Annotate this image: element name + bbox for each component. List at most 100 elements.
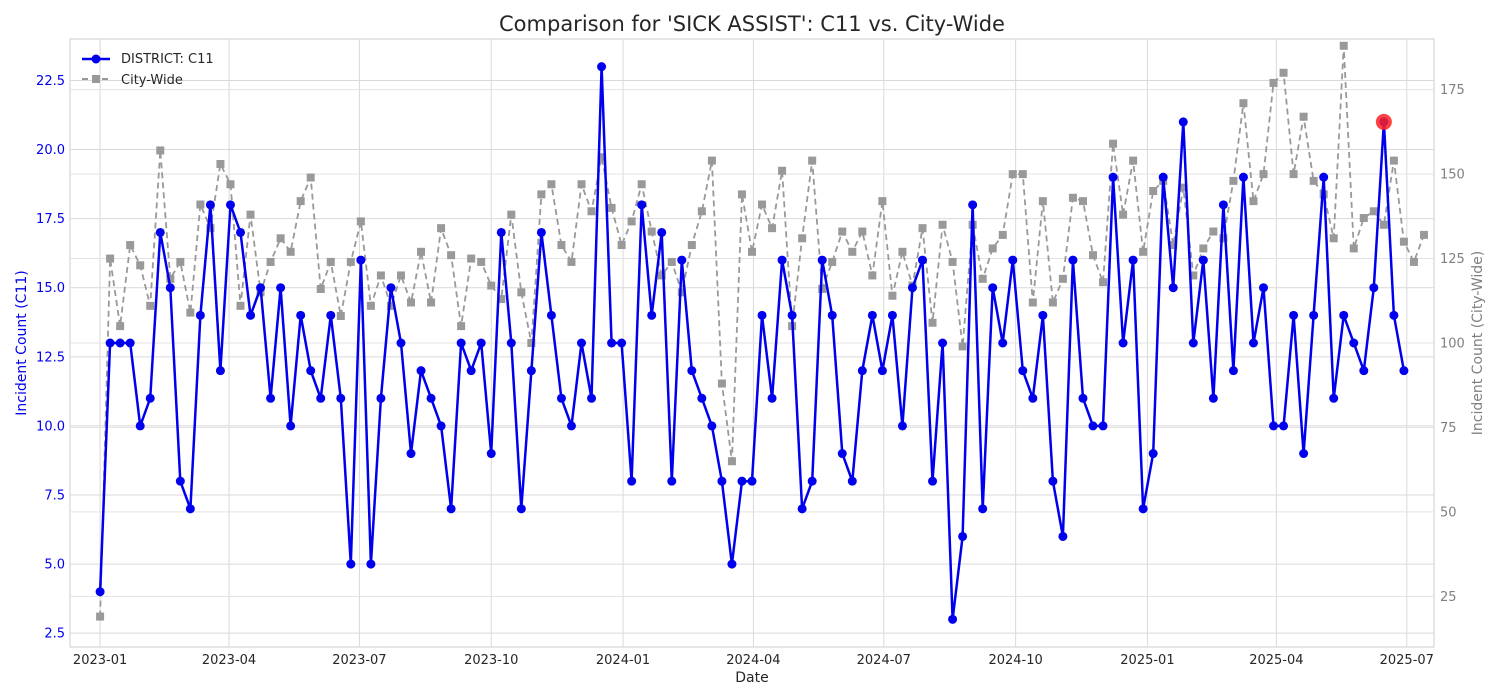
data-point-c11 bbox=[817, 255, 827, 265]
data-point-c11 bbox=[246, 310, 256, 320]
data-point-c11 bbox=[948, 614, 958, 624]
data-point-c11 bbox=[286, 421, 296, 431]
data-point-c11 bbox=[1329, 393, 1339, 403]
y-tick-label-left: 22.5 bbox=[36, 74, 65, 89]
data-point-citywide bbox=[938, 220, 947, 229]
data-point-c11 bbox=[1128, 255, 1138, 265]
y-axis-label-left: Incident Count (C11) bbox=[14, 270, 30, 415]
data-point-citywide bbox=[497, 295, 506, 304]
data-point-c11 bbox=[1279, 421, 1289, 431]
data-point-c11 bbox=[486, 449, 496, 459]
tick-labels: 2023-01 2023-04 2023-07 2023-10 2024-01 2024-… bbox=[36, 74, 1465, 668]
y-tick-label-left: 7.5 bbox=[44, 489, 65, 504]
data-point-citywide bbox=[828, 257, 837, 266]
x-tick-label: 2023-01 bbox=[73, 653, 127, 668]
data-point-citywide bbox=[346, 257, 355, 266]
data-point-citywide bbox=[587, 207, 596, 216]
data-point-citywide bbox=[437, 224, 446, 233]
data-point-c11 bbox=[887, 310, 897, 320]
data-point-c11 bbox=[476, 338, 486, 348]
data-point-citywide bbox=[727, 457, 736, 466]
data-point-citywide bbox=[848, 247, 857, 256]
data-point-c11 bbox=[827, 310, 837, 320]
y-tick-label-left: 5.0 bbox=[44, 558, 65, 573]
data-point-c11 bbox=[115, 338, 125, 348]
data-point-c11 bbox=[938, 338, 948, 348]
data-point-c11 bbox=[1068, 255, 1078, 265]
data-point-citywide bbox=[1129, 156, 1138, 165]
data-point-c11 bbox=[1349, 338, 1359, 348]
data-point-c11 bbox=[406, 449, 416, 459]
data-point-c11 bbox=[546, 310, 556, 320]
data-point-c11 bbox=[1218, 200, 1228, 210]
data-point-citywide bbox=[517, 288, 526, 297]
data-point-c11 bbox=[978, 504, 988, 514]
data-point-citywide bbox=[617, 241, 626, 250]
x-tick-label: 2025-04 bbox=[1249, 653, 1303, 668]
data-point-c11 bbox=[857, 366, 867, 376]
data-point-c11 bbox=[165, 283, 175, 293]
data-point-citywide bbox=[677, 288, 686, 297]
data-point-c11 bbox=[777, 255, 787, 265]
data-point-citywide bbox=[186, 308, 195, 317]
data-point-citywide bbox=[597, 153, 606, 162]
data-point-citywide bbox=[1008, 170, 1017, 179]
data-point-c11 bbox=[1178, 117, 1188, 127]
y-tick-label-right: 100 bbox=[1440, 337, 1465, 352]
data-point-citywide bbox=[226, 180, 235, 189]
data-point-c11 bbox=[677, 255, 687, 265]
data-point-citywide bbox=[768, 224, 777, 233]
data-point-citywide bbox=[106, 254, 115, 263]
data-point-c11 bbox=[175, 476, 185, 486]
data-point-citywide bbox=[808, 156, 817, 165]
data-point-c11 bbox=[1238, 172, 1248, 182]
x-tick-label: 2024-01 bbox=[596, 653, 650, 668]
data-point-citywide bbox=[116, 322, 125, 331]
y-tick-label-right: 25 bbox=[1440, 590, 1457, 605]
x-axis-label: Date bbox=[735, 670, 768, 686]
data-point-citywide bbox=[296, 197, 305, 206]
data-point-citywide bbox=[627, 217, 636, 226]
data-point-citywide bbox=[136, 261, 145, 270]
y-tick-label-right: 75 bbox=[1440, 421, 1457, 436]
data-point-c11 bbox=[135, 421, 145, 431]
data-point-c11 bbox=[1188, 338, 1198, 348]
data-point-c11 bbox=[266, 393, 276, 403]
data-point-c11 bbox=[1389, 310, 1399, 320]
data-point-citywide bbox=[1048, 298, 1057, 307]
data-point-c11 bbox=[1038, 310, 1048, 320]
data-point-c11 bbox=[1138, 504, 1148, 514]
data-point-c11 bbox=[1198, 255, 1208, 265]
data-point-c11 bbox=[366, 559, 376, 569]
data-point-c11 bbox=[446, 504, 456, 514]
data-point-citywide bbox=[1219, 234, 1228, 243]
data-point-citywide bbox=[1018, 170, 1027, 179]
data-point-citywide bbox=[1038, 197, 1047, 206]
data-point-citywide bbox=[1169, 241, 1178, 250]
data-point-c11 bbox=[306, 366, 316, 376]
data-point-c11 bbox=[717, 476, 727, 486]
data-point-citywide bbox=[1078, 197, 1087, 206]
data-point-c11 bbox=[326, 310, 336, 320]
x-tick-label: 2024-07 bbox=[857, 653, 911, 668]
data-point-citywide bbox=[988, 244, 997, 253]
data-point-citywide bbox=[1349, 244, 1358, 253]
data-point-citywide bbox=[1179, 183, 1188, 192]
data-point-citywide bbox=[1028, 298, 1037, 307]
data-point-citywide bbox=[176, 257, 185, 266]
data-point-c11 bbox=[1399, 366, 1409, 376]
x-tick-label: 2025-01 bbox=[1120, 653, 1174, 668]
data-point-c11 bbox=[316, 393, 326, 403]
data-point-citywide bbox=[1259, 170, 1268, 179]
data-point-citywide bbox=[1289, 170, 1298, 179]
data-point-citywide bbox=[918, 224, 927, 233]
data-point-c11 bbox=[737, 476, 747, 486]
data-point-citywide bbox=[858, 227, 867, 236]
data-point-citywide bbox=[1139, 247, 1148, 256]
y-tick-label-left: 12.5 bbox=[36, 350, 65, 365]
data-point-c11 bbox=[767, 393, 777, 403]
data-point-citywide bbox=[878, 197, 887, 206]
data-point-citywide bbox=[366, 301, 375, 310]
data-point-citywide bbox=[1099, 278, 1108, 287]
data-point-citywide bbox=[697, 207, 706, 216]
